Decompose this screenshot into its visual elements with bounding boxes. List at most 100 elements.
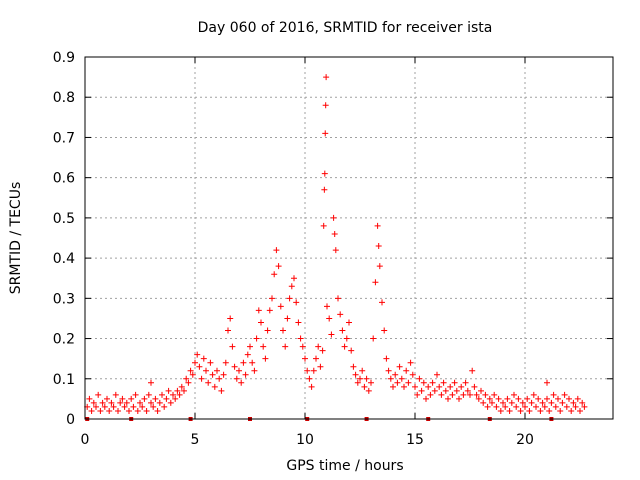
data-point (159, 391, 165, 398)
data-point (337, 311, 344, 318)
data-point (326, 315, 333, 322)
data-point (304, 367, 311, 374)
data-point (295, 319, 302, 326)
data-point (555, 395, 561, 402)
data-point (372, 279, 379, 286)
axis-ticks (84, 56, 613, 420)
data-point (420, 379, 427, 386)
data-point (581, 403, 588, 410)
data-point (561, 391, 568, 398)
data-point (323, 74, 330, 81)
data-point (475, 395, 482, 402)
data-point (519, 399, 526, 406)
data-point (141, 395, 148, 402)
data-point (401, 383, 407, 390)
data-point (442, 387, 449, 394)
data-point (502, 403, 509, 410)
data-point (225, 327, 231, 334)
data-point (282, 343, 289, 350)
data-point (548, 399, 555, 406)
data-point (271, 271, 278, 278)
x-tick-label: 20 (516, 432, 534, 448)
data-point (233, 375, 240, 382)
data-point (396, 363, 403, 370)
data-point (440, 379, 447, 386)
data-point (568, 407, 575, 414)
data-point (308, 383, 315, 390)
data-point (320, 222, 327, 229)
data-point (176, 391, 183, 398)
data-point (216, 375, 223, 382)
data-point (244, 351, 251, 358)
data-point (198, 375, 205, 382)
data-point (491, 391, 498, 398)
data-point (431, 387, 438, 394)
data-point (370, 335, 377, 342)
data-point (209, 371, 216, 378)
data-point (240, 359, 247, 366)
data-point (185, 379, 192, 386)
data-point (524, 395, 531, 402)
data-point (156, 399, 163, 406)
data-point (174, 387, 181, 394)
data-point (557, 407, 564, 414)
data-point (93, 403, 99, 410)
data-point (515, 395, 522, 402)
data-point (354, 379, 361, 386)
data-point (322, 102, 329, 109)
data-point (275, 263, 282, 270)
data-point (251, 367, 258, 374)
data-point (451, 379, 458, 386)
data-point (181, 387, 187, 394)
data-point (97, 407, 104, 414)
data-point (255, 307, 262, 314)
data-point (152, 395, 159, 402)
data-point (361, 383, 368, 390)
data-point (497, 407, 504, 414)
data-point (299, 343, 306, 350)
data-point (117, 399, 124, 406)
data-point (291, 275, 297, 282)
data-point (511, 391, 517, 398)
data-point (321, 170, 328, 177)
data-point (150, 403, 157, 410)
data-point (115, 407, 121, 414)
data-point (95, 391, 102, 398)
data-point (480, 399, 487, 406)
y-tick-labels: 0 0.1 0.2 0.3 0.4 0.5 0.6 0.7 0.8 0.9 (53, 50, 75, 428)
data-point (126, 407, 132, 414)
data-point (570, 399, 577, 406)
data-point (425, 383, 432, 390)
data-point (130, 403, 137, 410)
data-point (533, 403, 539, 410)
data-point (385, 367, 392, 374)
y-tick-label: 0.5 (53, 211, 75, 227)
grid-lines (85, 57, 613, 419)
data-point (363, 375, 370, 382)
data-point (218, 387, 225, 394)
data-point (167, 399, 174, 406)
data-point (313, 355, 319, 362)
data-point (154, 407, 161, 414)
data-point (343, 335, 350, 342)
data-point (238, 379, 245, 386)
data-point (546, 407, 553, 414)
data-point (374, 222, 381, 229)
data-point (242, 371, 249, 378)
data-point (332, 247, 339, 254)
data-point (493, 403, 500, 410)
data-point (456, 395, 462, 402)
data-point (453, 387, 460, 394)
data-point (324, 303, 330, 310)
data-point (106, 407, 113, 414)
data-point (178, 383, 185, 390)
data-point (222, 359, 229, 366)
data-point (552, 403, 559, 410)
data-point (143, 407, 150, 414)
data-point (262, 355, 269, 362)
data-point (121, 403, 128, 410)
data-point (161, 403, 168, 410)
y-tick-label: 0 (66, 412, 75, 428)
data-point (319, 347, 326, 354)
data-point (194, 351, 201, 358)
